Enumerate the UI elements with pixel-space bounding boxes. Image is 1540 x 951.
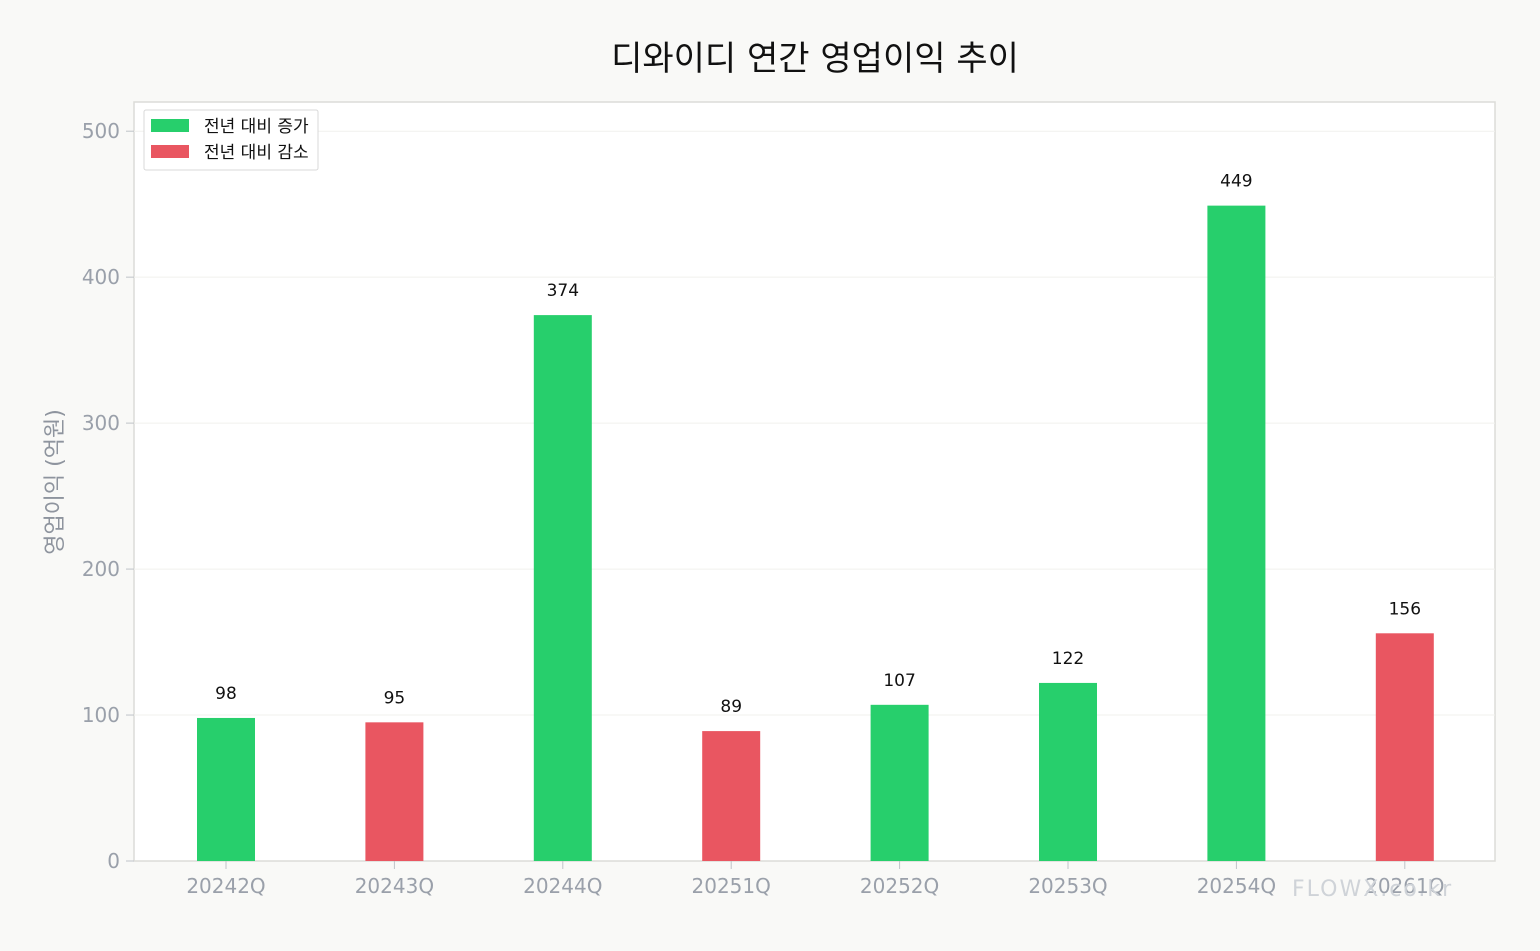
legend-label-increase: 전년 대비 증가 [204, 117, 309, 137]
x-tick-label: 20244Q [523, 874, 602, 898]
x-tick-label: 20242Q [186, 874, 265, 898]
bar-20242Q [197, 717, 255, 861]
bar-20261Q [1375, 633, 1434, 861]
bar-value-label: 374 [547, 281, 579, 301]
bar-value-label: 95 [384, 688, 406, 708]
bar-value-label: 449 [1220, 172, 1252, 192]
bar-20251Q [702, 731, 761, 861]
bar-value-label: 107 [883, 671, 915, 691]
legend-swatch-increase [151, 119, 189, 132]
legend: 전년 대비 증가 전년 대비 감소 [143, 109, 319, 171]
legend-swatch-decrease [151, 145, 189, 158]
x-tick-label: 20243Q [355, 874, 434, 898]
y-tick-label: 100 [82, 703, 120, 727]
bar-20243Q [365, 722, 424, 861]
watermark: FLOWX.co.kr [1292, 877, 1453, 902]
bar-value-label: 122 [1052, 649, 1084, 669]
x-tick-label: 20251Q [692, 874, 771, 898]
bar-20253Q [1039, 682, 1097, 861]
chart-title: 디와이디 연간 영업이익 추이 [611, 39, 1019, 79]
y-tick-label: 500 [82, 119, 120, 143]
bar-value-label: 98 [215, 684, 237, 704]
y-tick-label: 0 [107, 849, 120, 873]
y-axis: 0 100 200 300 400 500 [82, 119, 134, 873]
bar-20254Q [1207, 205, 1266, 861]
x-tick-label: 20254Q [1197, 874, 1276, 898]
x-axis: 20242Q 20243Q 20244Q 20251Q 20252Q 20253Q 2025… [186, 861, 1444, 898]
legend-label-decrease: 전년 대비 감소 [204, 143, 309, 163]
bar-20244Q [533, 315, 592, 861]
bar-value-label: 156 [1389, 599, 1421, 619]
x-tick-label: 20253Q [1028, 874, 1107, 898]
x-tick-label: 20252Q [860, 874, 939, 898]
y-tick-label: 300 [82, 411, 120, 435]
y-axis-label: 영업이익 (억원) [43, 409, 68, 555]
plot-area [133, 101, 1496, 862]
bar-20252Q [870, 704, 929, 861]
y-tick-label: 200 [82, 557, 120, 581]
bars [197, 205, 1434, 861]
grid-lines [134, 130, 1495, 716]
bar-value-labels: 98 95 374 89 107 122 449 156 [215, 172, 1421, 717]
bar-value-label: 89 [720, 697, 742, 717]
y-tick-label: 400 [82, 265, 120, 289]
x-tick-label: 20261Q [1365, 874, 1444, 898]
